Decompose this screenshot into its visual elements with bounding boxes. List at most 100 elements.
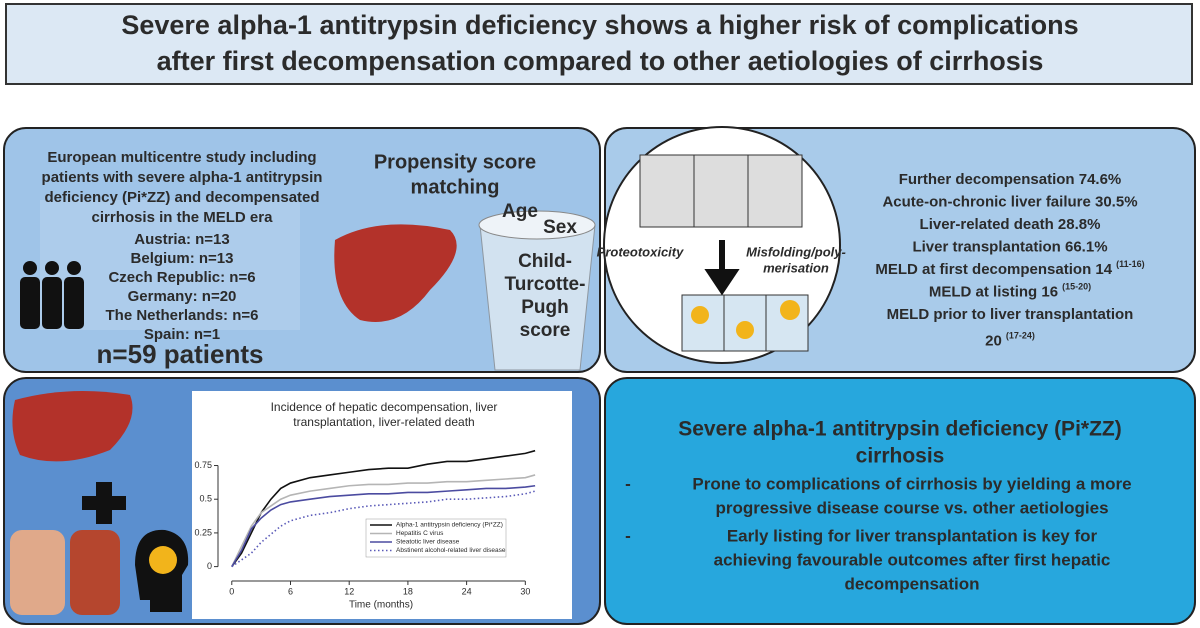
y-tick-label: 0.25 bbox=[194, 527, 212, 537]
chart-title: transplantation, liver-related death bbox=[293, 415, 474, 429]
mechanism-label: Misfolding/poly- bbox=[746, 244, 846, 259]
people-icon bbox=[20, 261, 84, 329]
matching-variable: Pugh bbox=[521, 297, 569, 318]
country-count: Czech Republic: n=6 bbox=[108, 269, 255, 286]
cell bbox=[747, 154, 803, 228]
x-tick-label: 12 bbox=[344, 586, 354, 596]
mechanism-label: Proteotoxicity bbox=[597, 244, 684, 259]
outcome-range: (17-24) bbox=[1006, 331, 1035, 341]
outcome-range: (15-20) bbox=[1062, 282, 1091, 292]
incidence-chart: Incidence of hepatic decompensation, liv… bbox=[194, 400, 536, 611]
outcome-text: Acute-on-chronic liver failure 30.5% bbox=[882, 193, 1137, 210]
brain-icon bbox=[149, 546, 177, 574]
bullet-text: Early listing for liver transplantation … bbox=[727, 526, 1098, 545]
bullet-marker: - bbox=[625, 474, 631, 493]
title-line: Severe alpha-1 antitrypsin deficiency sh… bbox=[121, 10, 1078, 40]
outcome: MELD prior to liver transplantation bbox=[887, 306, 1134, 323]
pacman bbox=[736, 321, 754, 339]
matching-variable: Age bbox=[502, 201, 538, 222]
x-tick-label: 0 bbox=[229, 586, 234, 596]
x-tick-label: 6 bbox=[288, 586, 293, 596]
outcome: Liver-related death 28.8% bbox=[920, 216, 1101, 233]
y-tick-label: 0.5 bbox=[199, 494, 212, 504]
outcome: Further decompensation 74.6% bbox=[899, 171, 1122, 188]
matching-variable: Child- bbox=[518, 251, 572, 272]
legend-label: Alpha-1 antitrypsin deficiency (Pi*ZZ) bbox=[396, 522, 503, 529]
bullet-marker: - bbox=[625, 526, 631, 545]
outcome: MELD at listing 16 (15-20) bbox=[929, 282, 1091, 301]
series-line bbox=[231, 474, 536, 567]
person-head bbox=[23, 261, 37, 275]
bullet-text: decompensation bbox=[844, 574, 979, 593]
outcome: MELD at first decompensation 14 (11-16) bbox=[875, 259, 1144, 278]
down-arrow bbox=[704, 240, 740, 296]
series-line bbox=[231, 490, 536, 568]
liver-icon bbox=[334, 224, 457, 322]
matching-variable: Sex bbox=[543, 217, 577, 238]
outcome: 20 (17-24) bbox=[985, 331, 1035, 350]
person-body bbox=[20, 277, 40, 329]
study-description: patients with severe alpha-1 antitrypsin bbox=[42, 169, 323, 186]
cell bbox=[639, 154, 695, 228]
cup-rim bbox=[478, 210, 596, 240]
pacman bbox=[780, 300, 800, 320]
cells-top bbox=[639, 154, 803, 228]
pacman bbox=[691, 306, 709, 324]
x-tick-label: 24 bbox=[462, 586, 472, 596]
x-axis-label: Time (months) bbox=[349, 600, 413, 611]
outcome-text: MELD prior to liver transplantation bbox=[887, 306, 1134, 323]
legend-label: Steatotic liver disease bbox=[396, 539, 460, 546]
country-count: Austria: n=13 bbox=[134, 231, 229, 248]
bullet-text: progressive disease course vs. other aet… bbox=[715, 498, 1108, 517]
matching-variable: Turcotte- bbox=[505, 274, 586, 295]
study-description: deficiency (Pi*ZZ) and decompensated bbox=[44, 189, 319, 206]
organ-icon bbox=[10, 530, 65, 615]
chart-title: Incidence of hepatic decompensation, liv… bbox=[271, 400, 498, 414]
bullet-text: achieving favourable outcomes after firs… bbox=[714, 550, 1111, 569]
study-description: European multicentre study including bbox=[47, 149, 316, 166]
legend-label: Abstinent alcohol-related liver disease bbox=[396, 547, 506, 554]
mechanism-label: merisation bbox=[763, 260, 829, 275]
outcome-text: Liver transplantation 66.1% bbox=[912, 238, 1107, 255]
outcome: Liver transplantation 66.1% bbox=[912, 238, 1107, 255]
conclusion-panel bbox=[604, 377, 1196, 625]
person-head bbox=[67, 261, 81, 275]
organ-icon bbox=[70, 530, 120, 615]
cell bbox=[693, 154, 749, 228]
liver-icon bbox=[12, 391, 133, 462]
y-tick-label: 0.75 bbox=[194, 460, 212, 470]
person-head bbox=[45, 261, 59, 275]
plus-sign bbox=[82, 482, 126, 524]
outcome-text: 20 bbox=[985, 332, 1002, 349]
pacman-icons bbox=[691, 300, 800, 339]
country-count: Spain: n=1 bbox=[144, 326, 220, 343]
outcome: Acute-on-chronic liver failure 30.5% bbox=[882, 193, 1137, 210]
title-box bbox=[5, 3, 1193, 85]
title-line: after first decompensation compared to o… bbox=[157, 46, 1044, 76]
legend-label: Hepatitis C virus bbox=[396, 530, 444, 537]
person-body bbox=[42, 277, 62, 329]
matching-title: matching bbox=[411, 176, 500, 198]
bullet-text: Prone to complications of cirrhosis by y… bbox=[692, 474, 1131, 493]
conclusion-title: cirrhosis bbox=[856, 445, 945, 468]
matching-variable: score bbox=[520, 320, 571, 341]
conclusion-title: Severe alpha-1 antitrypsin deficiency (P… bbox=[678, 418, 1121, 441]
outcome-text: Liver-related death 28.8% bbox=[920, 216, 1101, 233]
series-line bbox=[231, 449, 536, 568]
x-tick-label: 18 bbox=[403, 586, 413, 596]
matching-title: Propensity score bbox=[374, 151, 536, 173]
country-count: Germany: n=20 bbox=[128, 288, 237, 305]
study-description: cirrhosis in the MELD era bbox=[92, 209, 274, 226]
outcome-text: MELD at first decompensation 14 bbox=[875, 261, 1112, 278]
series-line bbox=[231, 484, 536, 568]
outcome-text: MELD at listing 16 bbox=[929, 283, 1058, 300]
country-count: Belgium: n=13 bbox=[131, 250, 234, 267]
outcome-range: (11-16) bbox=[1116, 259, 1145, 269]
total-patients: n=59 patients bbox=[97, 339, 264, 369]
x-tick-label: 30 bbox=[520, 586, 530, 596]
outcome-text: Further decompensation 74.6% bbox=[899, 171, 1122, 188]
y-tick-label: 0 bbox=[207, 561, 212, 571]
country-count: The Netherlands: n=6 bbox=[106, 307, 259, 324]
person-body bbox=[64, 277, 84, 329]
